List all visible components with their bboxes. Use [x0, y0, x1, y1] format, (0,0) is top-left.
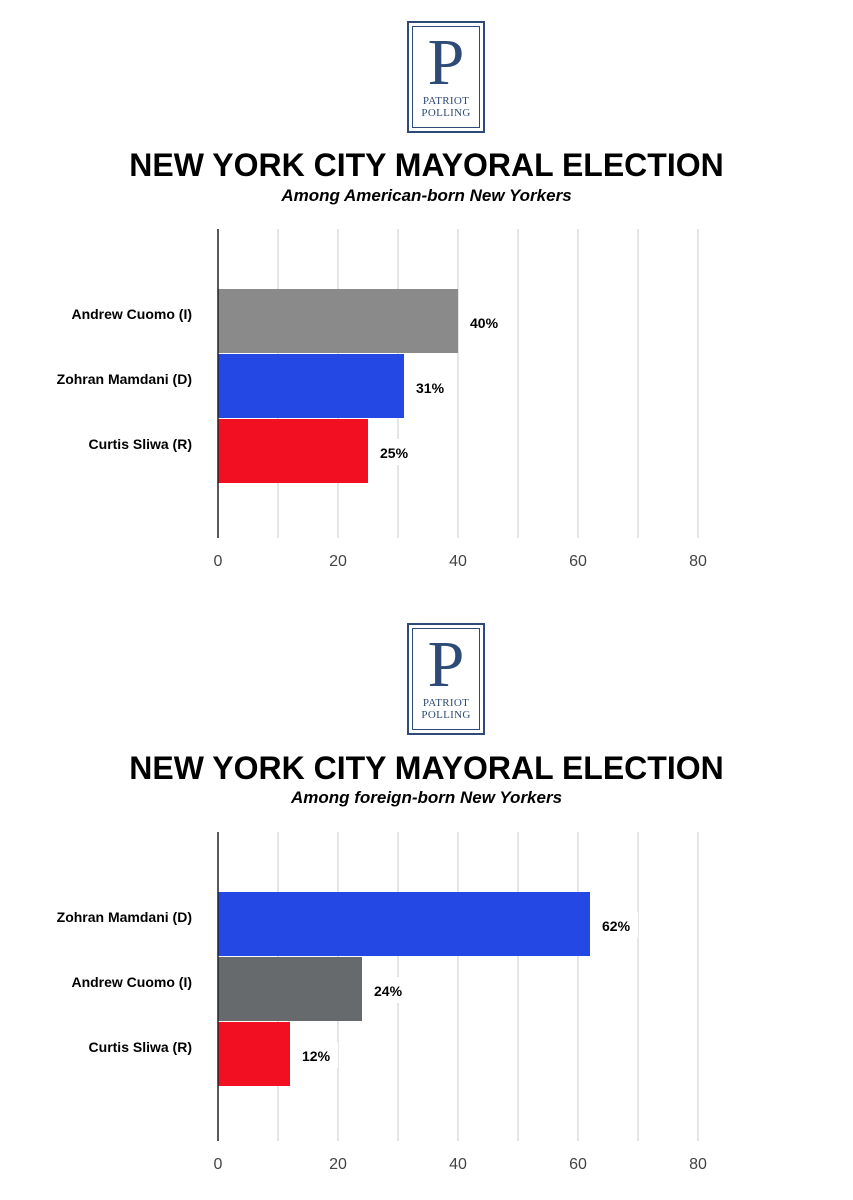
- bar: [218, 289, 458, 353]
- data-label: 40%: [470, 315, 499, 331]
- data-label: 62%: [602, 918, 631, 934]
- data-label-background: [376, 439, 416, 465]
- logo-word-2: POLLING: [421, 107, 471, 119]
- patriot-polling-logo: P PATRIOT POLLING: [407, 623, 485, 735]
- logo-letter: P: [427, 628, 465, 701]
- x-tick-label: 40: [449, 553, 467, 570]
- bar: [218, 354, 404, 418]
- x-tick-label: 60: [569, 553, 587, 570]
- logo-word-2: POLLING: [421, 709, 471, 721]
- chart-title: NEW YORK CITY MAYORAL ELECTION: [129, 750, 724, 786]
- data-label: 31%: [416, 380, 445, 396]
- logo-word-1: PATRIOT: [422, 95, 470, 107]
- category-label: Zohran Mamdani (D): [57, 371, 192, 387]
- data-label-background: [466, 309, 506, 335]
- x-tick-label: 20: [329, 1156, 347, 1173]
- data-label-background: [598, 912, 638, 938]
- data-label-background: [412, 374, 452, 400]
- x-tick-label: 60: [569, 1156, 587, 1173]
- chart-subtitle: Among American-born New Yorkers: [281, 186, 572, 205]
- category-label: Curtis Sliwa (R): [89, 1039, 192, 1055]
- x-tick-label: 20: [329, 553, 347, 570]
- bar: [218, 419, 368, 483]
- data-label: 25%: [380, 445, 409, 461]
- data-label: 12%: [302, 1048, 331, 1064]
- bar: [218, 957, 362, 1021]
- bar: [218, 892, 590, 956]
- category-label: Curtis Sliwa (R): [89, 436, 192, 452]
- logo-word-1: PATRIOT: [422, 697, 470, 709]
- x-tick-label: 0: [214, 1156, 223, 1173]
- category-label: Andrew Cuomo (I): [71, 974, 192, 990]
- category-label: Andrew Cuomo (I): [71, 306, 192, 322]
- logo-letter: P: [427, 26, 465, 99]
- x-tick-label: 80: [689, 1156, 707, 1173]
- bar-chart-american-born: Andrew Cuomo (I) 40% Zohran Mamdani (D) 31%…: [57, 229, 707, 570]
- chart-subtitle: Among foreign-born New Yorkers: [290, 788, 563, 807]
- chart-title: NEW YORK CITY MAYORAL ELECTION: [129, 147, 724, 183]
- data-label: 24%: [374, 983, 403, 999]
- x-tick-label: 0: [214, 553, 223, 570]
- bar: [218, 1022, 290, 1086]
- data-label-background: [298, 1042, 338, 1068]
- x-tick-label: 40: [449, 1156, 467, 1173]
- data-label-background: [370, 977, 410, 1003]
- category-label: Zohran Mamdani (D): [57, 909, 192, 925]
- patriot-polling-logo: P PATRIOT POLLING: [407, 21, 485, 133]
- x-tick-label: 80: [689, 553, 707, 570]
